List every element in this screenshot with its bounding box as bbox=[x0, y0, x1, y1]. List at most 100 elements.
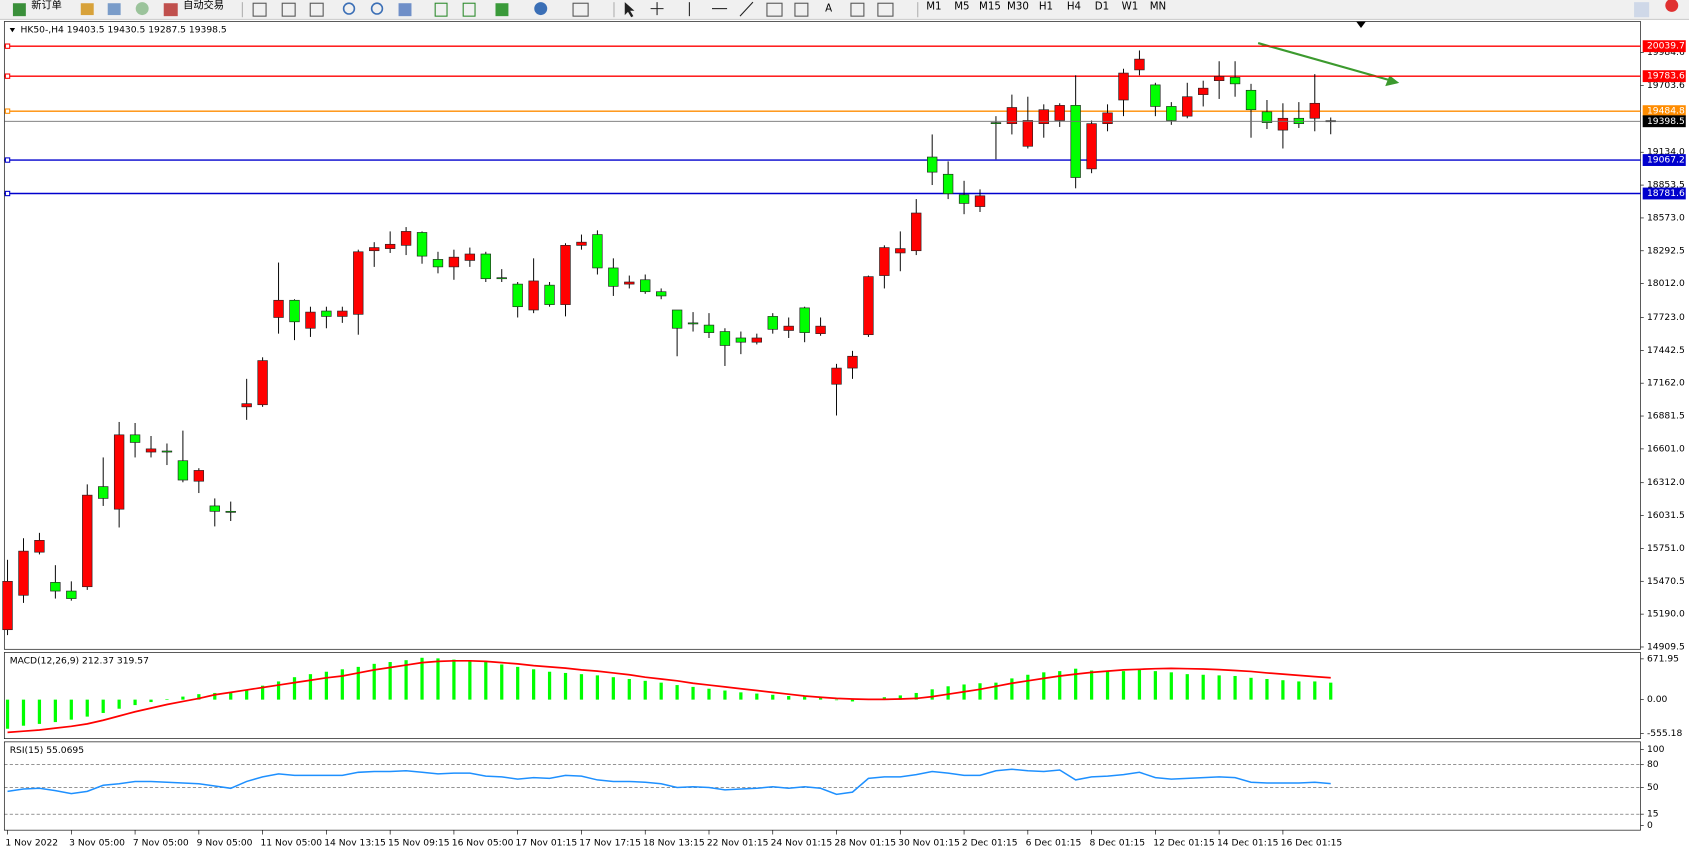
indicators[interactable] bbox=[495, 3, 509, 17]
candle-body bbox=[145, 448, 157, 453]
rsi-line bbox=[7, 768, 1331, 796]
macd-bar bbox=[5, 699, 10, 729]
arrow-tool[interactable] bbox=[877, 2, 894, 17]
search[interactable] bbox=[1634, 2, 1650, 18]
macd-bar bbox=[53, 699, 57, 723]
macd-bar bbox=[404, 660, 408, 700]
y-tick-label: 18573.0 bbox=[1647, 213, 1685, 223]
macd-bar bbox=[1297, 681, 1301, 700]
zoom-out[interactable] bbox=[370, 2, 384, 15]
candle-body bbox=[783, 325, 794, 331]
crosshair-tool[interactable] bbox=[650, 2, 664, 16]
timeframe-button[interactable]: W1 bbox=[1122, 1, 1139, 12]
tool-icon[interactable] bbox=[135, 2, 149, 16]
x-tick-label: 16 Dec 01:15 bbox=[1281, 839, 1343, 849]
y-tick-label: 15190.0 bbox=[1647, 610, 1685, 620]
y-tick-label: 16881.5 bbox=[1647, 412, 1685, 422]
tool-icon[interactable] bbox=[281, 2, 296, 17]
candle-body bbox=[1182, 96, 1193, 117]
line-anchor bbox=[4, 157, 11, 163]
candle-body bbox=[1006, 107, 1018, 124]
macd-bar bbox=[1169, 672, 1173, 700]
chart-title: HK50-,H4 19403.5 19430.5 19287.5 19398.5 bbox=[20, 26, 226, 36]
price-label: 20039.7 bbox=[1647, 42, 1685, 52]
text-tool[interactable]: A bbox=[825, 4, 832, 15]
macd-bar bbox=[834, 699, 839, 701]
macd-bar bbox=[1153, 671, 1157, 700]
trend-arrow[interactable] bbox=[1257, 42, 1392, 82]
candle-body bbox=[799, 307, 810, 333]
candle-body bbox=[624, 281, 635, 285]
new-order-icon[interactable] bbox=[12, 3, 26, 17]
tool-icon[interactable] bbox=[107, 3, 121, 16]
macd-bar bbox=[229, 692, 233, 700]
label-tool[interactable] bbox=[850, 2, 865, 17]
timeframe-button[interactable]: H4 bbox=[1067, 1, 1081, 12]
notification[interactable] bbox=[1665, 0, 1679, 12]
line-anchor bbox=[4, 73, 11, 79]
candle-body bbox=[990, 122, 1002, 125]
tool-icon[interactable] bbox=[462, 2, 476, 17]
candle-body bbox=[496, 277, 507, 280]
tool-icon[interactable] bbox=[309, 2, 324, 17]
macd-bar bbox=[675, 685, 679, 700]
x-tick-label: 30 Nov 01:15 bbox=[898, 839, 960, 849]
macd-bar bbox=[149, 699, 153, 703]
macd-bar bbox=[85, 699, 89, 717]
macd-bar bbox=[1233, 675, 1237, 700]
timeframe-button[interactable]: M15 bbox=[979, 1, 1001, 12]
candle-body bbox=[98, 486, 109, 499]
rsi-pane bbox=[3, 741, 1641, 831]
macd-bar bbox=[101, 699, 105, 713]
y-tick-label: 17442.5 bbox=[1647, 346, 1685, 356]
y-tick-label: 0.00 bbox=[1647, 695, 1668, 705]
tile-windows[interactable] bbox=[398, 3, 412, 17]
candle-body bbox=[831, 367, 842, 385]
timeframe-button[interactable]: H1 bbox=[1039, 1, 1053, 12]
x-tick-label: 12 Dec 01:15 bbox=[1153, 839, 1215, 849]
candle-body bbox=[544, 284, 555, 305]
candle-body bbox=[927, 156, 938, 173]
tool-icon[interactable] bbox=[80, 3, 94, 16]
candle-body bbox=[400, 231, 412, 246]
price-label: 19484.8 bbox=[1647, 107, 1685, 117]
shift-marker bbox=[1356, 21, 1366, 28]
candle-body bbox=[847, 355, 858, 369]
macd-bar bbox=[1026, 674, 1030, 700]
templates[interactable] bbox=[572, 2, 589, 17]
trendline-tool[interactable] bbox=[739, 1, 754, 17]
y-tick-label: 80 bbox=[1647, 760, 1659, 770]
periods[interactable] bbox=[534, 2, 548, 16]
candle-body bbox=[1166, 106, 1177, 121]
macd-bar bbox=[1121, 671, 1126, 700]
y-tick-label: 15470.5 bbox=[1647, 577, 1685, 587]
macd-bar bbox=[532, 669, 536, 700]
timeframe-button[interactable]: M5 bbox=[954, 1, 969, 12]
candle-body bbox=[608, 267, 619, 287]
macd-bar bbox=[1058, 671, 1062, 700]
y-tick-label: 16312.0 bbox=[1647, 478, 1685, 488]
macd-bar bbox=[516, 666, 520, 700]
candle-body bbox=[1054, 105, 1065, 121]
pane-menu[interactable] bbox=[9, 27, 16, 33]
new-order-button[interactable]: 新订单 bbox=[31, 0, 62, 11]
auto-trading-icon[interactable] bbox=[163, 3, 178, 17]
x-tick-label: 2 Dec 01:15 bbox=[962, 839, 1018, 849]
timeframe-button[interactable]: D1 bbox=[1095, 1, 1109, 12]
tool-icon[interactable] bbox=[766, 2, 783, 17]
y-tick-label: 18292.5 bbox=[1647, 246, 1685, 256]
tool-icon[interactable] bbox=[794, 2, 809, 17]
tool-icon[interactable] bbox=[434, 2, 448, 17]
cursor-tool[interactable] bbox=[624, 2, 635, 18]
timeframe-button[interactable]: MN bbox=[1150, 1, 1166, 12]
auto-trading-button[interactable]: 自动交易 bbox=[183, 0, 224, 11]
zoom-in[interactable] bbox=[342, 2, 356, 15]
candle-body bbox=[1102, 112, 1113, 124]
timeframe-button[interactable]: M30 bbox=[1007, 1, 1029, 12]
x-tick-label: 14 Dec 01:15 bbox=[1217, 839, 1279, 849]
tool-icon[interactable] bbox=[252, 2, 267, 17]
x-tick-label: 3 Nov 05:00 bbox=[69, 839, 125, 849]
timeframe-button[interactable]: M1 bbox=[926, 1, 941, 12]
macd-bar bbox=[707, 688, 711, 700]
